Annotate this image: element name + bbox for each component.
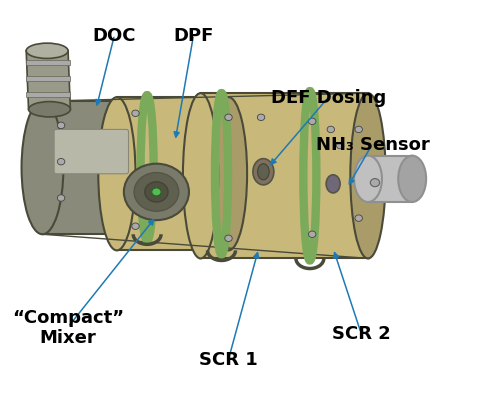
Ellipse shape bbox=[349, 94, 385, 259]
Circle shape bbox=[132, 111, 139, 117]
Ellipse shape bbox=[257, 164, 269, 180]
Text: SCR 1: SCR 1 bbox=[199, 350, 257, 368]
Circle shape bbox=[152, 188, 161, 196]
Circle shape bbox=[370, 179, 379, 187]
Bar bbox=[200, 94, 367, 259]
Circle shape bbox=[132, 224, 139, 230]
Circle shape bbox=[224, 235, 232, 242]
Bar bbox=[117, 98, 228, 251]
Text: NH₃ Sensor: NH₃ Sensor bbox=[315, 135, 429, 153]
Circle shape bbox=[257, 115, 264, 121]
Circle shape bbox=[134, 173, 179, 212]
Bar bbox=[26, 61, 70, 66]
Circle shape bbox=[57, 123, 65, 129]
Circle shape bbox=[224, 115, 232, 121]
Bar bbox=[26, 93, 70, 98]
Ellipse shape bbox=[325, 175, 339, 194]
Bar bbox=[367, 156, 411, 202]
Circle shape bbox=[354, 215, 361, 222]
Ellipse shape bbox=[128, 102, 170, 234]
Ellipse shape bbox=[98, 98, 135, 251]
Circle shape bbox=[124, 164, 189, 221]
Ellipse shape bbox=[26, 44, 68, 59]
Text: DEF Dosing: DEF Dosing bbox=[270, 89, 385, 107]
Ellipse shape bbox=[353, 156, 381, 202]
Circle shape bbox=[308, 119, 315, 125]
Text: DPF: DPF bbox=[173, 27, 214, 45]
Bar bbox=[42, 102, 149, 234]
Text: DOC: DOC bbox=[93, 27, 136, 45]
Circle shape bbox=[354, 127, 361, 133]
Ellipse shape bbox=[182, 94, 218, 259]
Polygon shape bbox=[26, 52, 70, 110]
Ellipse shape bbox=[209, 98, 247, 251]
Text: SCR 2: SCR 2 bbox=[331, 324, 390, 342]
Circle shape bbox=[57, 159, 65, 166]
Circle shape bbox=[57, 195, 65, 202]
Circle shape bbox=[144, 182, 168, 202]
Circle shape bbox=[308, 232, 315, 238]
FancyBboxPatch shape bbox=[54, 130, 128, 174]
Bar bbox=[26, 77, 70, 82]
Text: “Compact”
Mixer: “Compact” Mixer bbox=[12, 308, 124, 347]
Ellipse shape bbox=[397, 156, 425, 202]
Circle shape bbox=[336, 143, 343, 149]
Circle shape bbox=[326, 127, 334, 133]
Ellipse shape bbox=[252, 159, 273, 185]
Ellipse shape bbox=[22, 102, 63, 234]
Ellipse shape bbox=[28, 102, 70, 117]
